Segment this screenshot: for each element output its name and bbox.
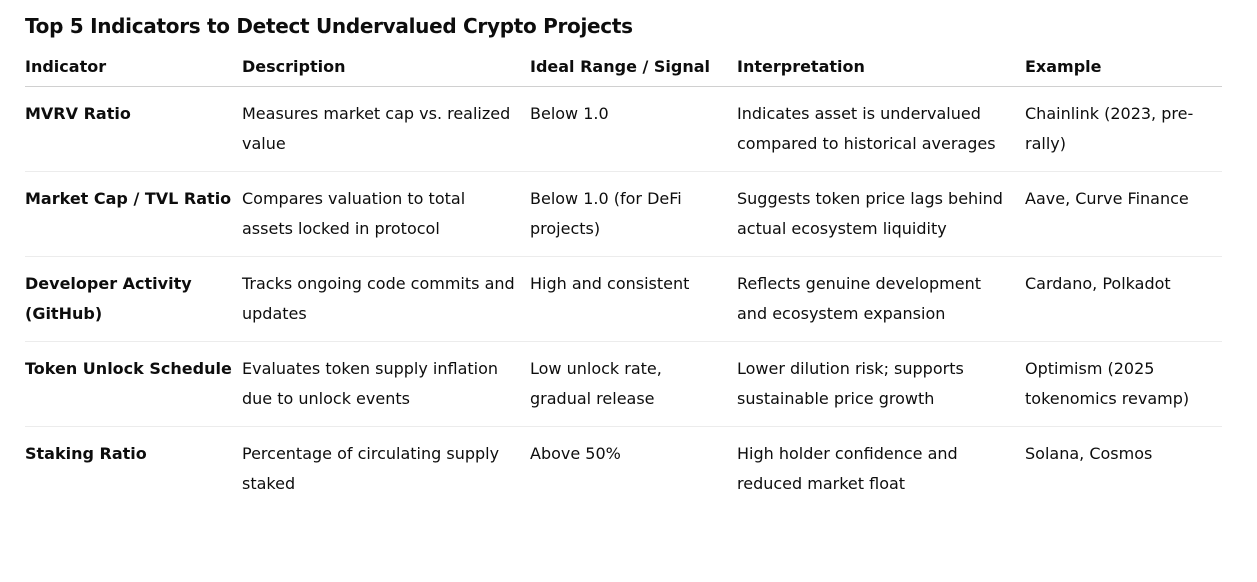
table-row: Staking Ratio Percentage of circulating s… — [25, 427, 1222, 512]
header-cell: Ideal Range / Signal — [530, 52, 737, 87]
table-row: Token Unlock Schedule Evaluates token sup… — [25, 341, 1222, 427]
table-cell: High and consistent — [530, 256, 737, 342]
table-row: Market Cap / TVL Ratio Compares valuation… — [25, 171, 1222, 257]
table-cell: MVRV Ratio — [25, 86, 242, 172]
table: Indicator Description Ideal Range / Signal… — [25, 52, 1222, 511]
header-cell: Example — [1025, 52, 1222, 87]
header-cell: Interpretation — [737, 52, 1025, 87]
table-cell: Indicates asset is undervalued compared … — [737, 86, 1025, 172]
table-cell: Evaluates token supply inflation due to … — [242, 341, 530, 427]
table-cell: Low unlock rate, gradual release — [530, 341, 737, 427]
header-cell: Indicator — [25, 52, 242, 87]
table-cell: Market Cap / TVL Ratio — [25, 171, 242, 257]
table-cell: Below 1.0 — [530, 86, 737, 172]
table-cell: Staking Ratio — [25, 444, 147, 463]
table-cell: Token Unlock Schedule — [25, 341, 242, 427]
table-cell: High holder confidence and reduced marke… — [737, 444, 958, 493]
table-cell: Tracks ongoing code commits and updates — [242, 256, 530, 342]
table-cell: Compares valuation to total assets locke… — [242, 171, 530, 257]
page: Top 5 Indicators to Detect Undervalued C… — [25, 14, 1222, 511]
table-row: Developer Activity (GitHub) Tracks ongoin… — [25, 256, 1222, 342]
table-cell: Suggests token price lags behind actual … — [737, 171, 1025, 257]
table-cell: Cardano, Polkadot — [1025, 256, 1222, 342]
table-cell: Developer Activity (GitHub) — [25, 256, 242, 342]
table-body: MVRV Ratio Measures market cap vs. realiz… — [25, 86, 1222, 512]
table-cell: Aave, Curve Finance — [1025, 171, 1222, 257]
table-cell: Above 50% — [530, 444, 621, 463]
table-cell: Reflects genuine development and ecosyst… — [737, 256, 1025, 342]
table-cell: Measures market cap vs. realized value — [242, 86, 530, 172]
title: Top 5 Indicators to Detect Undervalued C… — [25, 14, 633, 38]
table-cell: Solana, Cosmos — [1025, 444, 1153, 463]
header-row: Indicator Description Ideal Range / Signal… — [25, 52, 1222, 87]
table-row: MVRV Ratio Measures market cap vs. realiz… — [25, 86, 1222, 172]
table-cell: Below 1.0 (for DeFi projects) — [530, 171, 737, 257]
table-cell: Percentage of circulating supply staked — [242, 444, 500, 493]
table-cell: Chainlink (2023, pre-rally) — [1025, 86, 1222, 172]
header-cell: Description — [242, 52, 530, 87]
table-cell: Lower dilution risk; supports sustainabl… — [737, 341, 1025, 427]
table-cell: Optimism (2025 tokenomics revamp) — [1025, 341, 1222, 427]
